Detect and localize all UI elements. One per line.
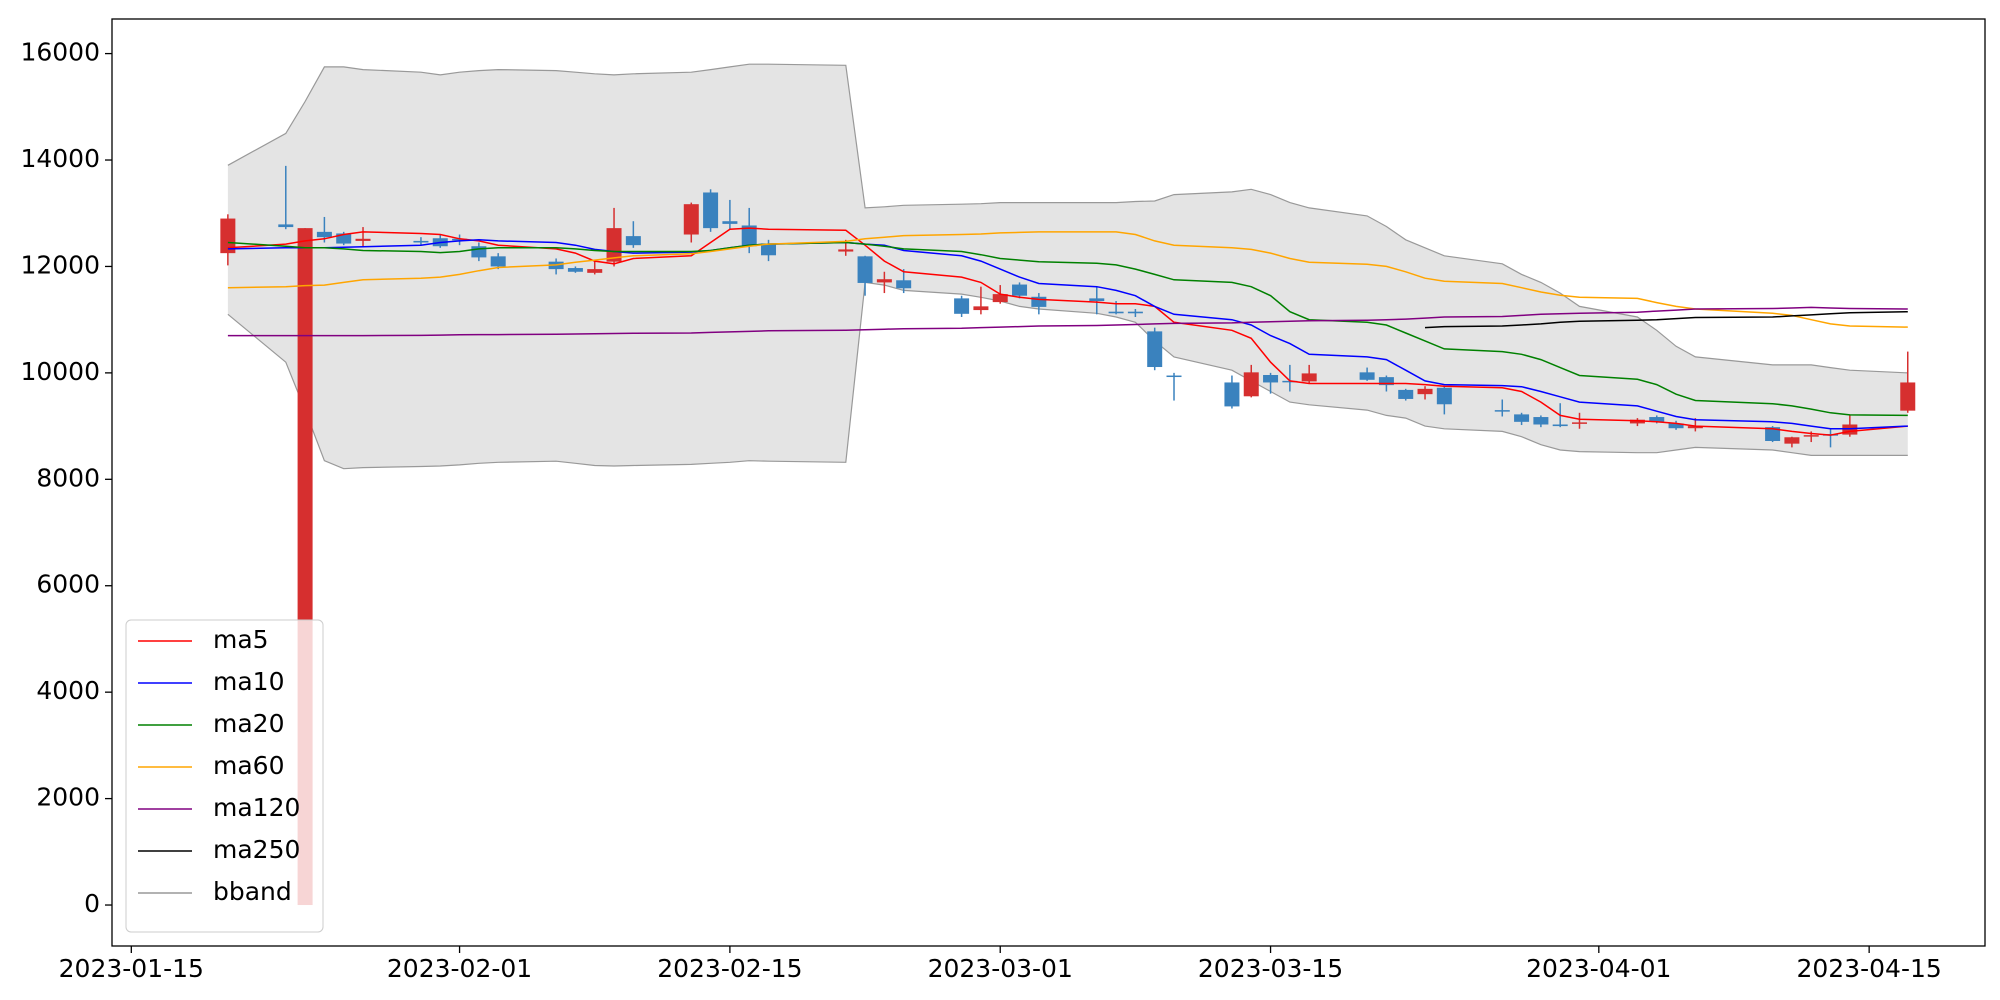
bband-upper bbox=[227, 63, 1908, 374]
candle-body bbox=[1687, 426, 1703, 429]
candle-body bbox=[1842, 424, 1858, 435]
ma-line bbox=[227, 241, 1908, 417]
ma-line bbox=[1424, 310, 1908, 329]
legend-label: bband bbox=[213, 877, 292, 906]
candle-body bbox=[1784, 437, 1800, 444]
x-tick-label: 2023-01-15 bbox=[59, 954, 204, 983]
candle-body bbox=[220, 218, 236, 254]
candle-body bbox=[471, 246, 487, 258]
candle-body bbox=[1166, 375, 1182, 378]
candle-body bbox=[722, 221, 738, 224]
legend-label: ma250 bbox=[213, 835, 300, 864]
candle-body bbox=[1417, 388, 1433, 395]
legend-frame bbox=[125, 619, 324, 933]
candle-body bbox=[838, 249, 854, 252]
legend-label: ma5 bbox=[213, 625, 269, 654]
candle-body bbox=[896, 280, 912, 289]
candle-body bbox=[1378, 377, 1394, 386]
x-tick-label: 2023-03-15 bbox=[1198, 954, 1343, 983]
candle-body bbox=[1031, 296, 1047, 307]
candle-body bbox=[992, 294, 1008, 303]
x-tick-label: 2023-02-01 bbox=[387, 954, 532, 983]
y-tick-label: 4000 bbox=[36, 676, 100, 705]
candle-body bbox=[1552, 424, 1568, 427]
candle-body bbox=[703, 192, 719, 229]
plot-frame bbox=[111, 18, 1986, 947]
y-tick-label: 6000 bbox=[36, 570, 100, 599]
bband-lower bbox=[227, 281, 1908, 470]
candle-body bbox=[741, 225, 757, 247]
candle-body bbox=[1533, 417, 1549, 425]
candle-body bbox=[876, 279, 892, 283]
candle-body bbox=[278, 224, 294, 228]
candle-body bbox=[1243, 372, 1259, 397]
candle-body bbox=[606, 228, 622, 262]
candle-body bbox=[1803, 435, 1819, 437]
y-tick-label: 2000 bbox=[36, 783, 100, 812]
candle-body bbox=[1089, 298, 1105, 302]
legend-label: ma120 bbox=[213, 793, 300, 822]
ma-line bbox=[227, 239, 1908, 430]
ma-line bbox=[227, 306, 1908, 337]
candle-body bbox=[1359, 372, 1375, 380]
candle-body bbox=[1436, 387, 1452, 405]
y-tick-label: 10000 bbox=[20, 357, 100, 386]
candle-body bbox=[1263, 375, 1279, 383]
x-tick-label: 2023-04-15 bbox=[1796, 954, 1941, 983]
candle-body bbox=[587, 269, 603, 273]
candle-body bbox=[761, 243, 777, 256]
y-tick-label: 14000 bbox=[20, 144, 100, 173]
bband-area bbox=[227, 64, 1908, 469]
y-tick-label: 8000 bbox=[36, 463, 100, 492]
candle-body bbox=[1147, 331, 1163, 368]
candle-body bbox=[1514, 414, 1530, 422]
candle-body bbox=[1649, 417, 1665, 422]
candle-body bbox=[683, 204, 699, 235]
y-tick-label: 12000 bbox=[20, 250, 100, 279]
candle-body bbox=[1012, 284, 1028, 296]
candle-body bbox=[1765, 427, 1781, 441]
candle-body bbox=[1900, 382, 1916, 411]
legend-label: ma10 bbox=[213, 667, 284, 696]
candle-body bbox=[567, 268, 583, 272]
candle-body bbox=[954, 298, 970, 314]
candle-body bbox=[625, 236, 641, 246]
ma-line bbox=[227, 227, 1908, 436]
candle-body bbox=[1629, 419, 1645, 424]
y-tick-label: 0 bbox=[84, 889, 100, 918]
candle-body bbox=[857, 256, 873, 283]
x-tick-label: 2023-03-01 bbox=[928, 954, 1073, 983]
y-tick-label: 16000 bbox=[20, 38, 100, 67]
candle-body bbox=[1572, 422, 1588, 424]
candle-body bbox=[973, 306, 989, 311]
candle-body bbox=[490, 256, 506, 267]
axes-layer: 0 2000 4000 6000 8000 10000 12000 14000 16000 202… bbox=[20, 38, 1941, 983]
candle-body bbox=[1301, 373, 1317, 382]
legend-label: ma60 bbox=[213, 751, 284, 780]
legend: ma5 ma10 ma20 ma60 ma120 ma250 bband bbox=[125, 619, 324, 933]
background-layer bbox=[227, 63, 1908, 470]
candle-body bbox=[1108, 311, 1124, 314]
candle-body bbox=[1668, 423, 1684, 429]
x-tick-label: 2023-02-15 bbox=[657, 954, 802, 983]
candle-body bbox=[1494, 410, 1510, 412]
candle-body bbox=[1127, 311, 1143, 314]
candle-body bbox=[355, 238, 371, 241]
candle-body bbox=[316, 231, 332, 238]
candle-body bbox=[413, 240, 429, 243]
candle-body bbox=[1224, 382, 1240, 407]
candle-body bbox=[452, 238, 468, 241]
ma-line bbox=[227, 231, 1908, 328]
x-tick-label: 2023-04-01 bbox=[1526, 954, 1671, 983]
candle-body bbox=[336, 233, 352, 244]
legend-label: ma20 bbox=[213, 709, 284, 738]
candle-body bbox=[1398, 389, 1414, 399]
